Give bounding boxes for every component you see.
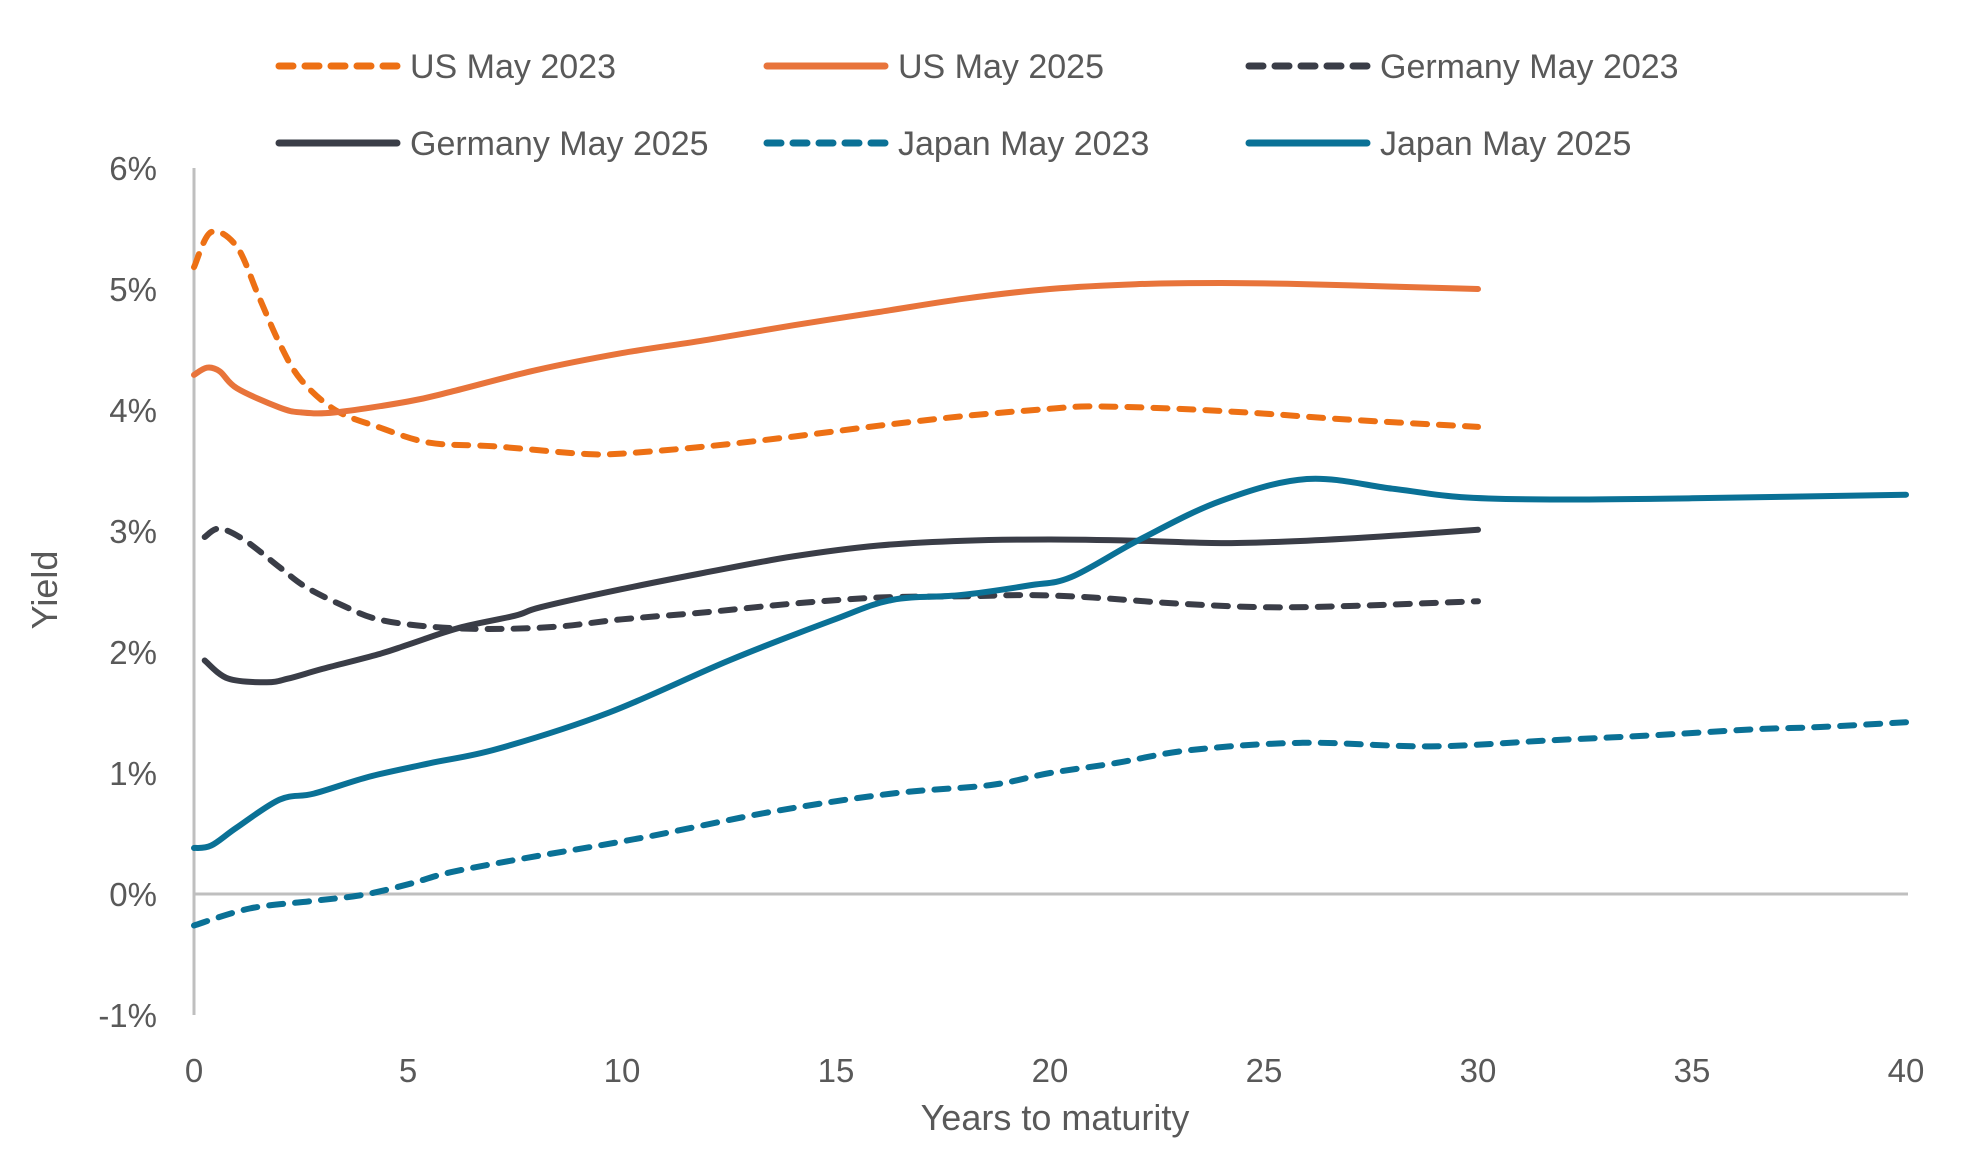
x-tick-label: 35: [1674, 1052, 1711, 1089]
y-tick-label: 4%: [109, 392, 157, 429]
y-tick-label: 2%: [109, 634, 157, 671]
x-axis: 0 5 10 15 20 25 30 35 40: [185, 892, 1925, 1089]
legend-item-japan-may-2025: Japan May 2025: [1245, 125, 1631, 163]
x-tick-label: 25: [1246, 1052, 1283, 1089]
series-line-germany-may-2023: [201, 525, 1481, 632]
x-tick-label: 0: [185, 1052, 203, 1089]
y-tick-label: 6%: [109, 150, 157, 187]
series-line-us-may-2023: [191, 228, 1481, 458]
series-layer: [191, 228, 1909, 929]
x-tick-label: 20: [1032, 1052, 1069, 1089]
legend-item-us-may-2023: US May 2023: [275, 48, 616, 86]
legend-label: Japan May 2023: [898, 125, 1149, 163]
series-line-germany-may-2025: [201, 526, 1481, 686]
legend-item-japan-may-2023: Japan May 2023: [763, 125, 1149, 163]
x-tick-label: 15: [818, 1052, 855, 1089]
legend-item-germany-may-2023: Germany May 2023: [1245, 48, 1679, 86]
x-axis-title: Years to maturity: [921, 1097, 1190, 1138]
legend-label: Germany May 2023: [1380, 48, 1679, 86]
x-tick-label: 30: [1460, 1052, 1497, 1089]
y-tick-label: 3%: [109, 513, 157, 550]
series-line-japan-may-2025: [191, 475, 1909, 851]
y-tick-label: 1%: [109, 755, 157, 792]
x-tick-label: 5: [399, 1052, 417, 1089]
series-line-japan-may-2023: [191, 719, 1909, 929]
y-axis-title: Yield: [24, 551, 65, 630]
y-tick-label: 0%: [109, 876, 157, 913]
legend-label: Japan May 2025: [1380, 125, 1631, 163]
y-tick-label: -1%: [98, 997, 157, 1034]
legend-label: US May 2025: [898, 48, 1104, 86]
x-tick-label: 10: [604, 1052, 641, 1089]
legend: US May 2023 US May 2025 Germany May 2023 Ge…: [275, 48, 1679, 163]
legend-item-us-may-2025: US May 2025: [763, 48, 1104, 86]
legend-label: US May 2023: [410, 48, 616, 86]
x-tick-label: 40: [1888, 1052, 1925, 1089]
legend-label: Germany May 2025: [410, 125, 709, 163]
y-tick-label: 5%: [109, 271, 157, 308]
y-axis: -1% 0% 1% 2% 3% 4% 5% 6%: [98, 150, 196, 1034]
series-line-us-may-2025: [191, 280, 1481, 417]
legend-item-germany-may-2025: Germany May 2025: [275, 125, 709, 163]
